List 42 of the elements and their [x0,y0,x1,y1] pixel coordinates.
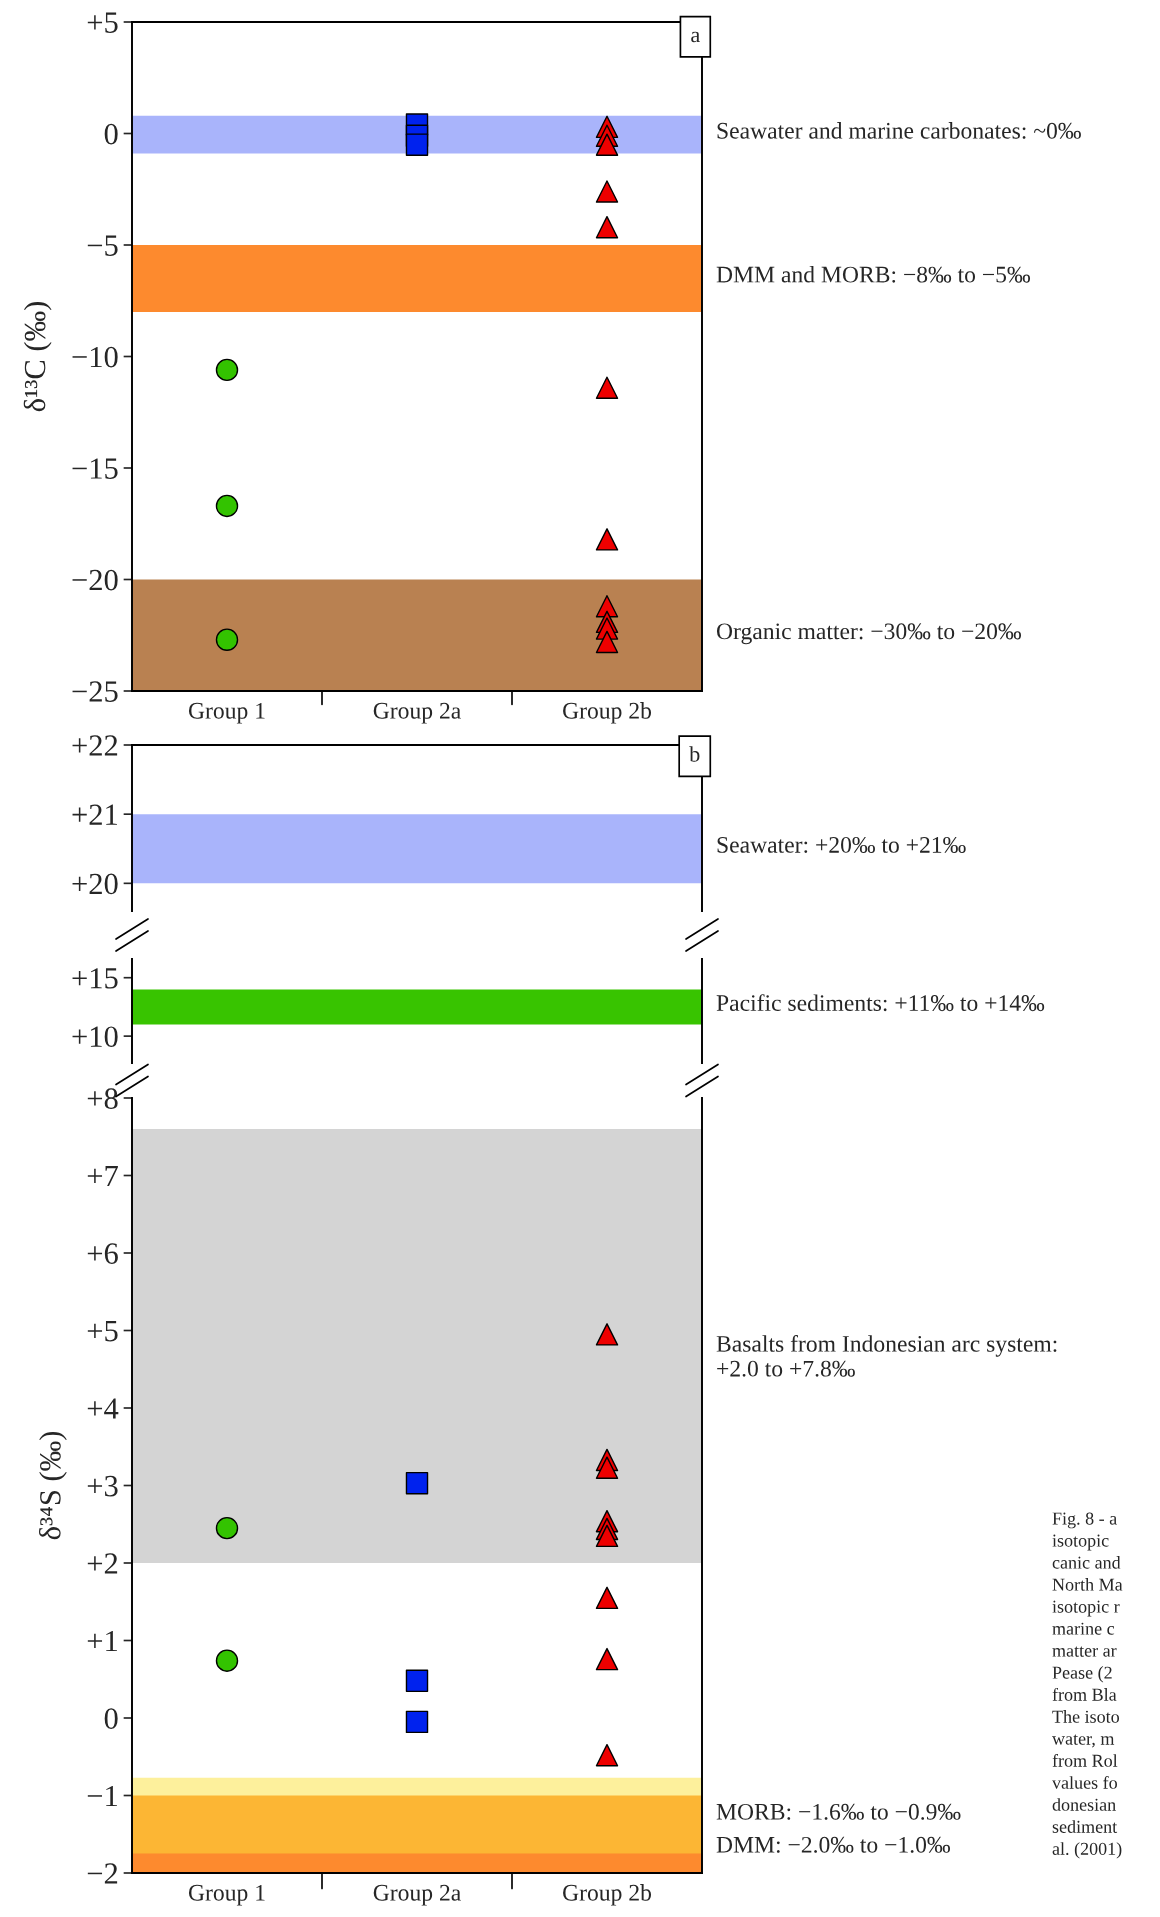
y-tick-label: +20 [72,873,118,895]
x-tick-label: Group 2a [373,1884,461,1906]
y-axis-title: δ¹³C (‰) [23,302,52,412]
band-label: Organic matter: −30‰ to −20‰ [716,623,1022,645]
band-label: Seawater and marine carbonates: ~0‰ [717,122,1081,139]
band-label: Basalts from Indonesian arc system: +2.0 to +7.8‰ [716,1335,1057,1377]
y-tick-label: −10 [72,346,118,368]
y-tick-label: −20 [72,569,118,591]
y-tick-label: +1 [87,1630,117,1652]
y-tick-label: 0 [104,1708,118,1729]
band-label: MORB: −1.6‰ to −0.9‰ [716,1803,961,1820]
annotation: a [691,31,700,43]
y-tick-label: −15 [72,458,118,479]
y-tick-label: −25 [72,681,118,702]
y-tick-label: +7 [87,1166,118,1187]
band-label: DMM: −2.0‰ to −1.0‰ [716,1836,951,1853]
y-tick-label: +15 [72,968,118,989]
y-tick-label: +2 [87,1553,118,1574]
y-tick-label: +10 [72,1026,118,1048]
band-label: DMM and MORB: −8‰ to −5‰ [716,265,1031,283]
x-tick-label: Group 2b [563,702,652,724]
x-tick-label: Group 2b [563,1884,652,1906]
band-label: Pacific sediments: +11‰ to +14‰ [716,994,1045,1012]
y-tick-label: +21 [72,804,117,825]
y-tick-label: +8 [87,1088,118,1109]
x-tick-label: Group 2a [373,702,461,724]
y-tick-label: −2 [87,1863,118,1884]
y-tick-label: +5 [87,1321,118,1342]
text: Fig. 8 - a isotopic canic and North Ma isotopic r marine c matter ar Pease (2 from Bla The isoto water, m from Rol values fo donesian sediment al. (2001) [1052,1512,1123,1859]
y-axis-title: δ³⁴S (‰) [38,1431,67,1540]
y-tick-label: +3 [87,1475,118,1497]
band-label: Seawater: +20‰ to +21‰ [717,836,966,853]
y-tick-label: −1 [87,1785,117,1807]
y-tick-label: 0 [104,123,118,145]
y-tick-label: +4 [87,1398,119,1419]
annotation: b [689,746,700,762]
x-tick-label: Group 1 [188,702,265,724]
y-tick-label: −5 [87,235,118,256]
y-tick-label: +5 [87,12,118,33]
y-tick-label: +22 [72,735,118,756]
x-tick-label: Group 1 [188,1884,265,1906]
y-tick-label: +6 [87,1243,118,1264]
